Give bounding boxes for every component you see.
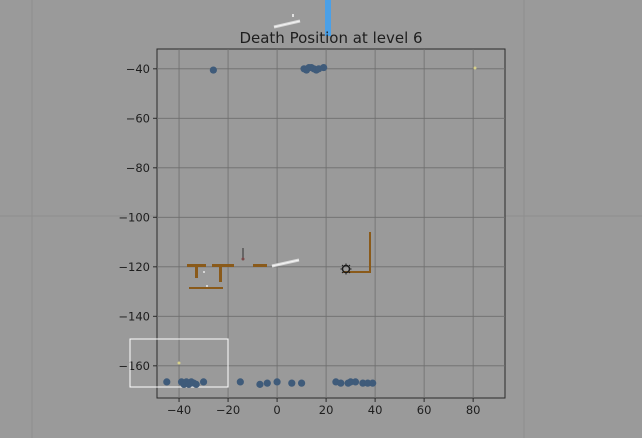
death-point (263, 379, 271, 387)
scatter-points (163, 63, 377, 388)
death-point (288, 379, 296, 387)
sword-sprite-mid (241, 248, 300, 268)
death-point (337, 379, 345, 387)
x-tick-label: −40 (167, 403, 191, 417)
death-point (192, 380, 200, 388)
death-point (236, 378, 244, 386)
x-tick-label: 0 (273, 403, 280, 417)
y-tick-label: −100 (118, 210, 150, 224)
sun-icon (340, 263, 352, 275)
y-tick-label: −80 (126, 161, 150, 175)
platform (189, 287, 223, 289)
sword-sprite-top (273, 14, 301, 29)
death-point (297, 379, 306, 387)
x-tick-label: −20 (216, 403, 240, 417)
death-point (199, 378, 208, 386)
x-tick-label: 80 (466, 403, 481, 417)
chart-title: Death Position at level 6 (239, 29, 422, 47)
death-point (273, 378, 281, 386)
plot-area (156, 48, 506, 399)
platform (253, 264, 267, 267)
grid-lines (157, 49, 505, 398)
collectible-dot (206, 285, 208, 287)
death-point (163, 378, 171, 386)
collectible-dot (473, 66, 477, 70)
platform-post (219, 264, 222, 282)
y-tick-label: −40 (126, 62, 150, 76)
y-tick-label: −160 (118, 359, 150, 373)
level-overlay (187, 232, 371, 289)
wall (369, 232, 371, 273)
death-point (209, 66, 217, 74)
y-tick-label: −140 (118, 309, 150, 323)
y-tick-label: −120 (118, 260, 150, 274)
x-tick-label: 60 (417, 403, 432, 417)
death-point (369, 379, 377, 387)
platform (212, 264, 234, 267)
flag-icon (325, 0, 331, 36)
death-point (256, 380, 264, 388)
death-point (351, 378, 360, 386)
y-axis: −40 −60 −80 −100 −120 −140 −160 (118, 62, 157, 373)
selection-box (129, 338, 229, 388)
platform-post (195, 264, 198, 278)
ledge (343, 271, 371, 273)
x-tick-label: 20 (319, 403, 334, 417)
death-point (320, 63, 328, 72)
collectible-dot (203, 271, 205, 273)
x-tick-label: 40 (368, 403, 383, 417)
collectible-dot (177, 361, 181, 365)
x-axis: −40 −20 0 20 40 60 80 (167, 398, 481, 417)
y-tick-label: −60 (126, 111, 150, 125)
